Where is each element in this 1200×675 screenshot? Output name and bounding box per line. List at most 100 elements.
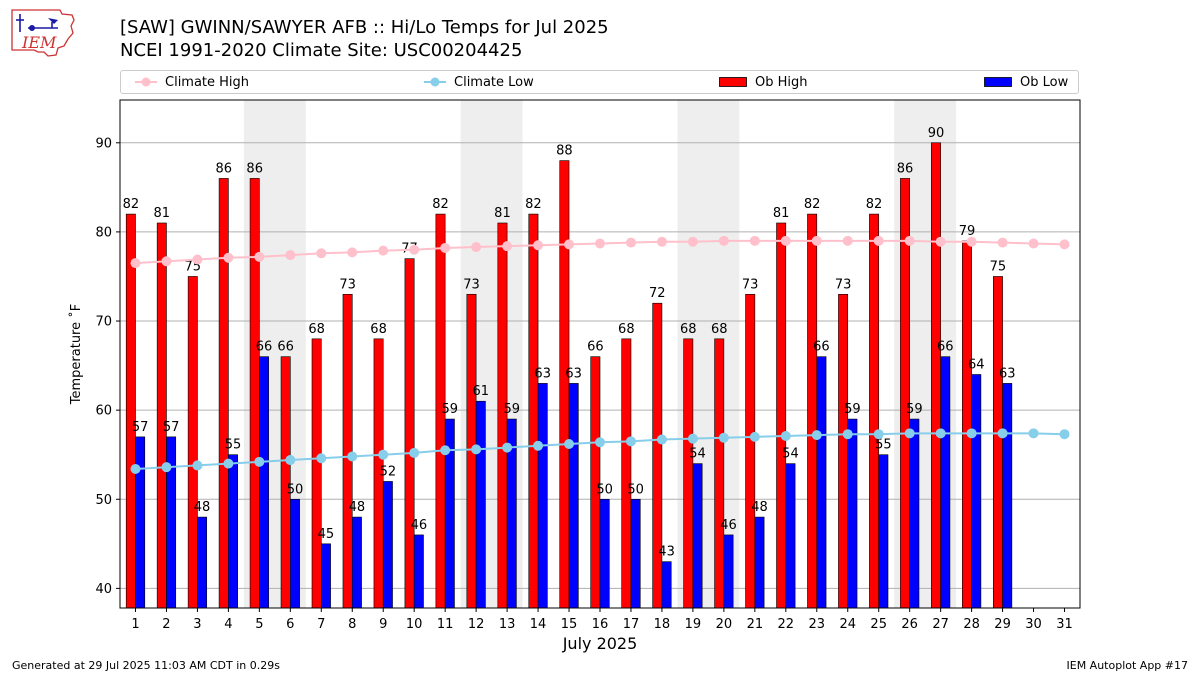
ob-low-label: 50 xyxy=(287,482,304,497)
ob-high-label: 82 xyxy=(123,197,140,212)
ob-high-bar xyxy=(218,178,229,609)
ob-high-label: 86 xyxy=(897,161,914,176)
climate-high-point xyxy=(161,256,172,267)
ob-low-bar xyxy=(135,436,146,609)
x-tick-label: 5 xyxy=(255,617,263,632)
x-tick-label: 31 xyxy=(1056,617,1073,632)
ob-low-bar xyxy=(475,400,486,609)
x-tick-label: 7 xyxy=(317,617,325,632)
legend-label-ob-high: Ob High xyxy=(755,74,808,90)
legend-label-climate-high: Climate High xyxy=(165,74,250,90)
ob-low-bar xyxy=(537,383,548,609)
climate-low-point xyxy=(718,432,729,443)
climate-low-point xyxy=(161,462,172,473)
ob-low-bar xyxy=(382,481,393,609)
ob-low-label: 46 xyxy=(720,518,737,533)
climate-low-point xyxy=(997,428,1008,439)
ob-high-bar xyxy=(125,213,136,609)
ob-low-bar xyxy=(259,356,269,609)
climate-high-point xyxy=(873,235,884,246)
climate-high-point xyxy=(285,250,296,261)
legend-item-ob-high: Ob High xyxy=(719,71,808,93)
ob-low-bar xyxy=(599,498,610,609)
climate-high-point xyxy=(997,237,1008,248)
ob-high-bar xyxy=(435,213,446,609)
climate-low-point xyxy=(223,458,234,469)
ob-low-label: 48 xyxy=(751,500,768,515)
ob-high-label: 81 xyxy=(494,206,511,221)
ob-low-bar xyxy=(197,516,208,609)
y-tick-label: 90 xyxy=(95,136,112,151)
ob-low-label: 63 xyxy=(534,366,551,381)
ob-high-bar xyxy=(249,178,260,609)
ob-low-label: 64 xyxy=(968,357,985,372)
x-tick-label: 3 xyxy=(193,617,201,632)
weekend-band xyxy=(677,100,740,608)
climate-low-point xyxy=(564,439,575,450)
ob-low-bar xyxy=(568,383,579,609)
ob-low-bar xyxy=(785,463,796,609)
ob-high-label: 72 xyxy=(649,286,666,301)
climate-high-point xyxy=(130,258,141,269)
ob-high-label: 66 xyxy=(277,340,294,355)
ob-high-bar xyxy=(900,178,910,609)
x-tick-label: 11 xyxy=(437,617,454,632)
ob-low-bar xyxy=(166,436,177,609)
climate-low-point xyxy=(811,430,822,441)
x-tick-label: 21 xyxy=(747,617,764,632)
x-tick-label: 23 xyxy=(809,617,826,632)
x-tick-label: 28 xyxy=(963,617,980,632)
ob-low-label: 54 xyxy=(689,447,706,462)
legend: Climate High Climate Low Ob High Ob Low xyxy=(120,70,1079,94)
ob-high-bar xyxy=(838,293,849,609)
ob-low-label: 48 xyxy=(349,500,366,515)
ob-low-bar xyxy=(228,454,238,609)
ob-low-label: 59 xyxy=(503,402,520,417)
weekend-band xyxy=(243,100,306,608)
ob-high-bar xyxy=(683,338,694,609)
ob-high-label: 68 xyxy=(680,322,697,337)
ob-low-bar xyxy=(351,516,362,609)
x-axis-label: July 2025 xyxy=(562,634,638,653)
ob-high-label: 88 xyxy=(556,144,573,159)
ob-low-label: 63 xyxy=(565,366,582,381)
iem-logo: IEM xyxy=(11,9,75,57)
ob-high-label: 73 xyxy=(339,277,356,292)
climate-high-point xyxy=(1028,238,1039,249)
legend-item-climate-high: Climate High xyxy=(135,71,249,93)
legend-item-climate-low: Climate Low xyxy=(424,71,534,93)
x-tick-label: 27 xyxy=(932,617,949,632)
legend-item-ob-low: Ob Low xyxy=(984,71,1068,93)
climate-low-point xyxy=(935,428,946,439)
x-tick-label: 10 xyxy=(406,617,423,632)
y-tick-label: 60 xyxy=(95,404,112,419)
climate-high-point xyxy=(842,235,853,246)
climate-low-point xyxy=(192,460,203,471)
ob-low-bar xyxy=(320,543,331,609)
x-tick-label: 18 xyxy=(654,617,671,632)
ob-high-label: 68 xyxy=(618,322,635,337)
ob-low-bar xyxy=(413,534,424,609)
climate-high-line-icon xyxy=(135,77,157,87)
ob-high-swatch-icon xyxy=(719,77,747,87)
ob-high-bar xyxy=(714,338,725,609)
y-tick-label: 80 xyxy=(95,225,112,240)
climate-low-point xyxy=(595,437,605,448)
climate-high-point xyxy=(749,235,760,246)
x-tick-label: 6 xyxy=(286,617,294,632)
ob-high-bar xyxy=(931,142,941,609)
x-tick-label: 4 xyxy=(224,617,232,632)
ob-high-bar xyxy=(187,276,198,609)
ob-high-bar xyxy=(992,276,1003,609)
ob-low-bar xyxy=(909,418,920,609)
climate-high-point xyxy=(935,236,946,247)
x-tick-label: 22 xyxy=(778,617,795,632)
climate-low-line-icon xyxy=(424,77,446,87)
ob-low-label: 66 xyxy=(256,340,273,355)
ob-high-bar xyxy=(559,160,570,609)
ob-high-label: 75 xyxy=(185,259,202,274)
climate-high-point xyxy=(316,248,327,259)
ob-low-bar xyxy=(290,498,300,609)
climate-low-point xyxy=(533,440,544,451)
ob-low-bar xyxy=(940,356,951,609)
